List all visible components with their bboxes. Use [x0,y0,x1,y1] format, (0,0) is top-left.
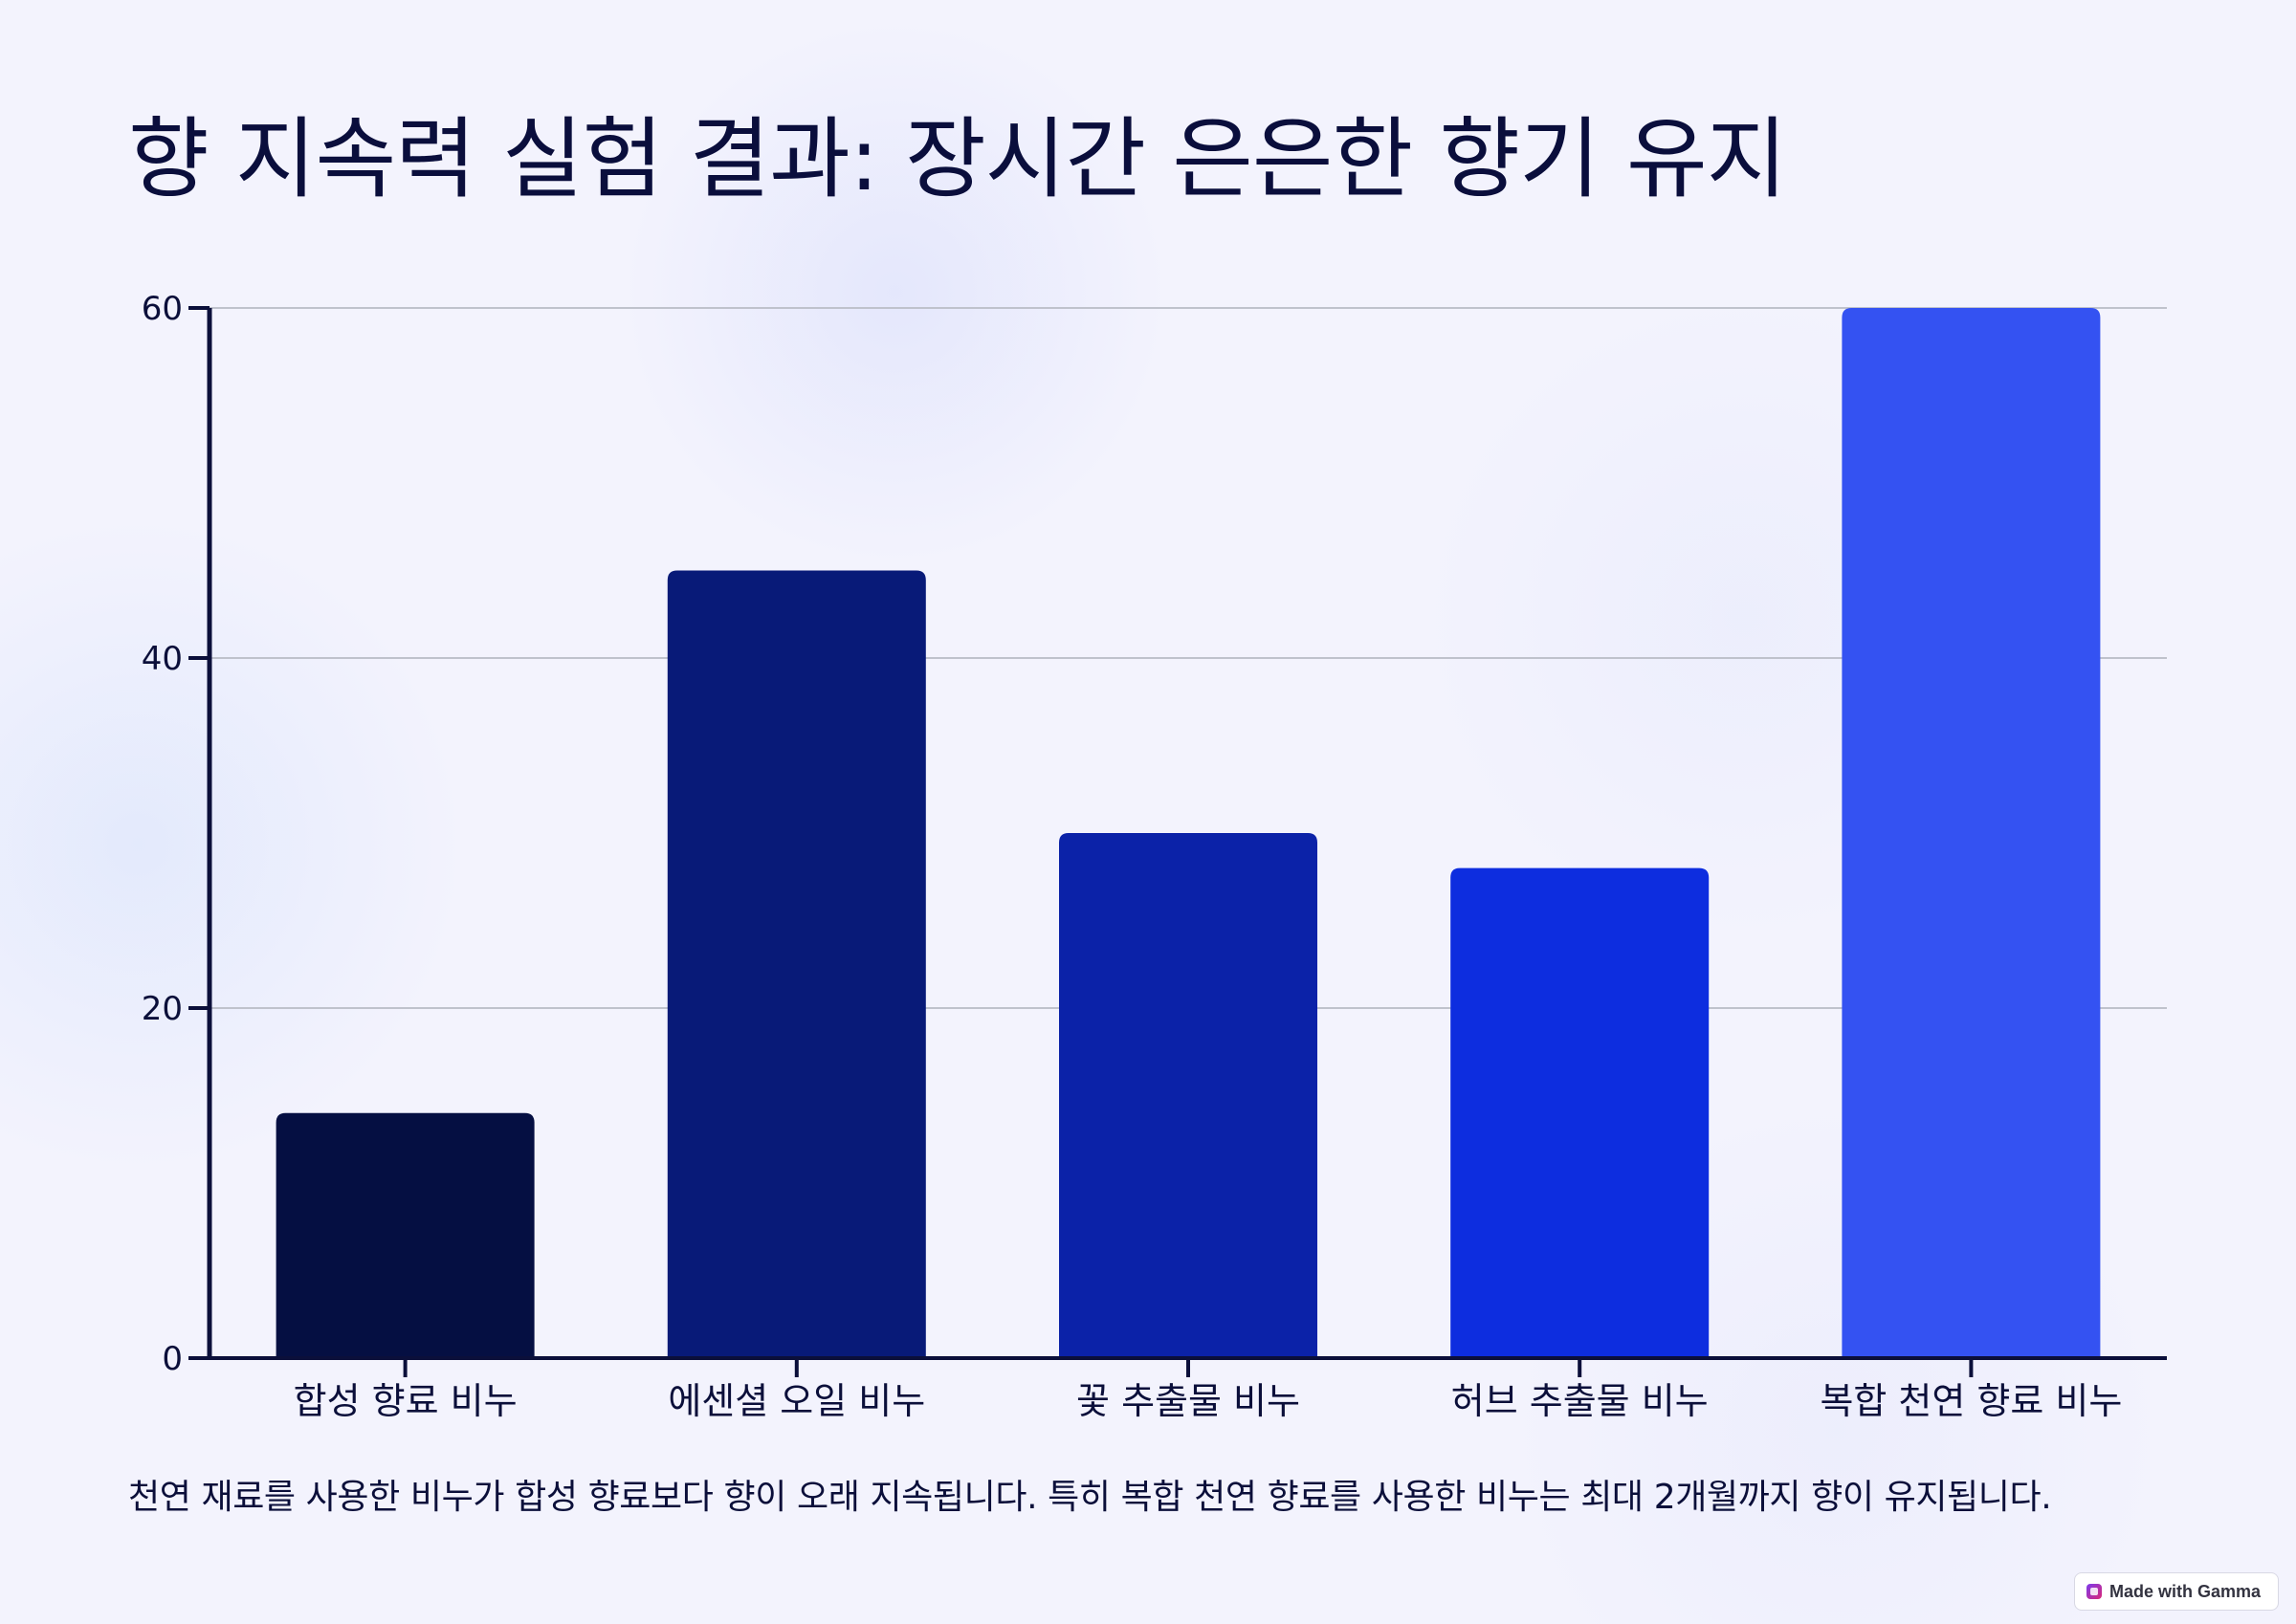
badge-label: Made with Gamma [2108,1581,2261,1601]
y-tick-label: 0 [162,1340,183,1378]
bar [1059,833,1317,1358]
x-tick-label: 합성 향료 비누 [294,1380,518,1422]
x-tick-label: 복합 천연 향료 비누 [1820,1380,2122,1422]
axes [188,306,2167,1377]
bar [276,1112,535,1358]
x-tick-label: 에센셜 오일 비누 [668,1380,925,1422]
x-tick-label: 꽃 추출물 비누 [1076,1380,1300,1422]
gamma-logo-icon [2086,1584,2102,1599]
bar-chart: 0 20 40 60 합성 향료 비누 에센셜 오일 비누 꽃 추출물 비누 허브 추출물 비… [142,290,2167,1422]
bar [667,570,926,1358]
y-tick-label: 20 [142,990,183,1028]
bar [1450,867,1710,1358]
page-title: 향 지속력 실험 결과: 장시간 은은한 향기 유지 [128,108,1787,210]
chart-caption: 천연 재료를 사용한 비누가 합성 향료보다 향이 오래 지속됩니다. 특히 복… [128,1478,2052,1517]
y-tick-label: 40 [142,640,183,678]
bars [276,308,2101,1358]
made-with-gamma-badge[interactable]: Made with Gamma [2073,1572,2279,1611]
x-tick-label: 허브 추출물 비누 [1451,1380,1709,1422]
labels: 0 20 40 60 합성 향료 비누 에센셜 오일 비누 꽃 추출물 비누 허브 추출물 비… [142,290,2123,1422]
bar [1842,308,2101,1358]
y-tick-label: 60 [142,290,183,328]
